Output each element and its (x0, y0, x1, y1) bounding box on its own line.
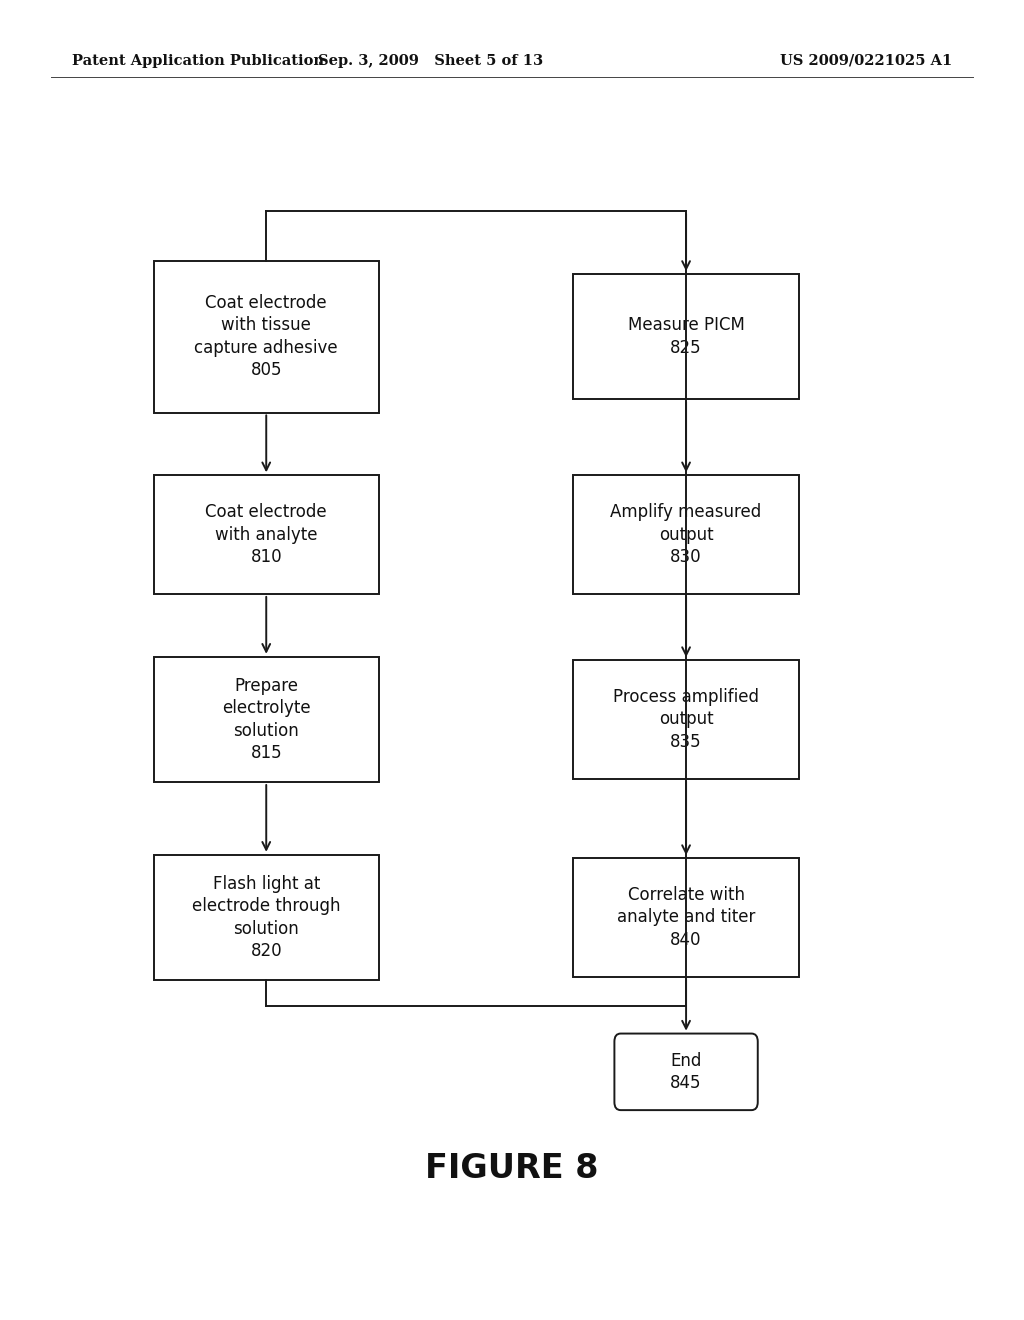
Text: Coat electrode
with tissue
capture adhesive
805: Coat electrode with tissue capture adhes… (195, 294, 338, 379)
Bar (573, 475, 799, 594)
Bar (573, 858, 799, 977)
Text: Correlate with
analyte and titer
840: Correlate with analyte and titer 840 (616, 886, 756, 949)
Bar (573, 660, 799, 779)
Text: US 2009/0221025 A1: US 2009/0221025 A1 (780, 54, 952, 67)
Bar (154, 261, 379, 412)
Text: Patent Application Publication: Patent Application Publication (72, 54, 324, 67)
FancyBboxPatch shape (614, 1034, 758, 1110)
Text: End
845: End 845 (671, 1052, 701, 1092)
Bar (154, 656, 379, 781)
Bar (154, 855, 379, 979)
Text: Amplify measured
output
830: Amplify measured output 830 (610, 503, 762, 566)
Text: Coat electrode
with analyte
810: Coat electrode with analyte 810 (206, 503, 327, 566)
Text: Prepare
electrolyte
solution
815: Prepare electrolyte solution 815 (222, 677, 310, 762)
Text: Process amplified
output
835: Process amplified output 835 (613, 688, 759, 751)
Text: Flash light at
electrode through
solution
820: Flash light at electrode through solutio… (191, 875, 341, 960)
Bar (573, 275, 799, 399)
Text: Sep. 3, 2009   Sheet 5 of 13: Sep. 3, 2009 Sheet 5 of 13 (317, 54, 543, 67)
Text: Measure PICM
825: Measure PICM 825 (628, 317, 744, 356)
Text: FIGURE 8: FIGURE 8 (425, 1151, 599, 1185)
Bar (154, 475, 379, 594)
